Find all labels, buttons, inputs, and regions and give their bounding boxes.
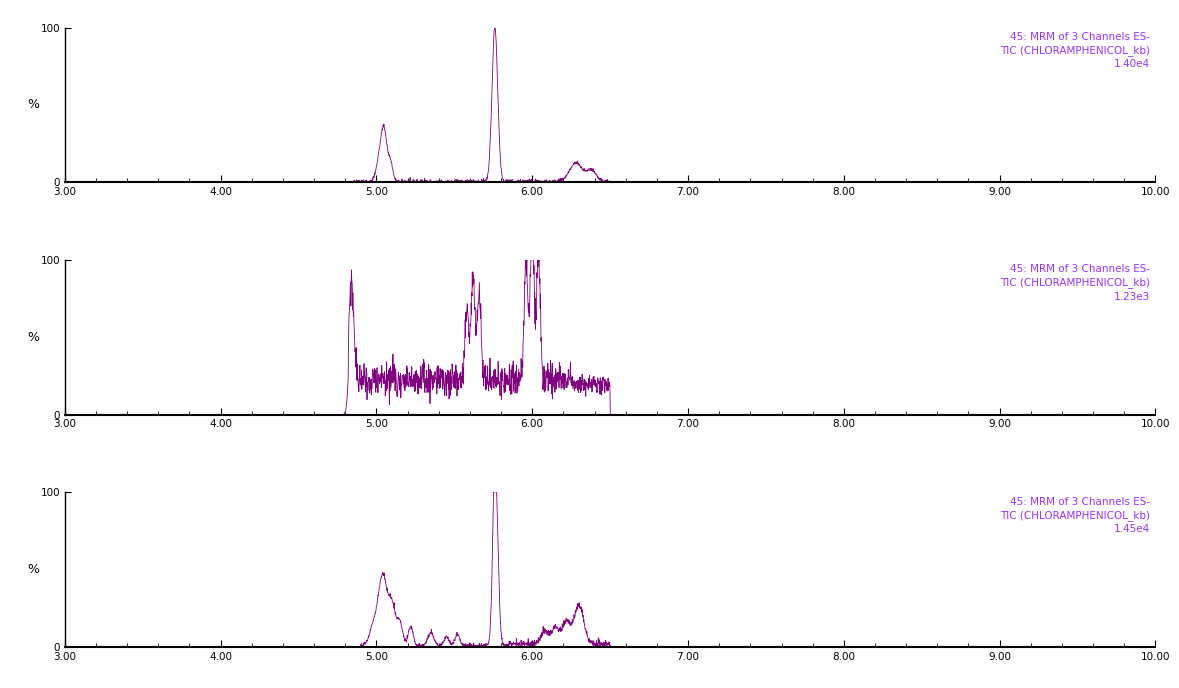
Text: 45: MRM of 3 Channels ES-
TIC (CHLORAMPHENICOL_kb)
1.45e4: 45: MRM of 3 Channels ES- TIC (CHLORAMPH…: [1000, 497, 1150, 534]
Y-axis label: %: %: [27, 563, 39, 576]
Text: 45: MRM of 3 Channels ES-
TIC (CHLORAMPHENICOL_kb)
1.40e4: 45: MRM of 3 Channels ES- TIC (CHLORAMPH…: [1000, 32, 1150, 69]
Y-axis label: %: %: [27, 331, 39, 343]
Y-axis label: %: %: [27, 98, 39, 111]
Text: 45: MRM of 3 Channels ES-
TIC (CHLORAMPHENICOL_kb)
1.23e3: 45: MRM of 3 Channels ES- TIC (CHLORAMPH…: [1000, 264, 1150, 301]
